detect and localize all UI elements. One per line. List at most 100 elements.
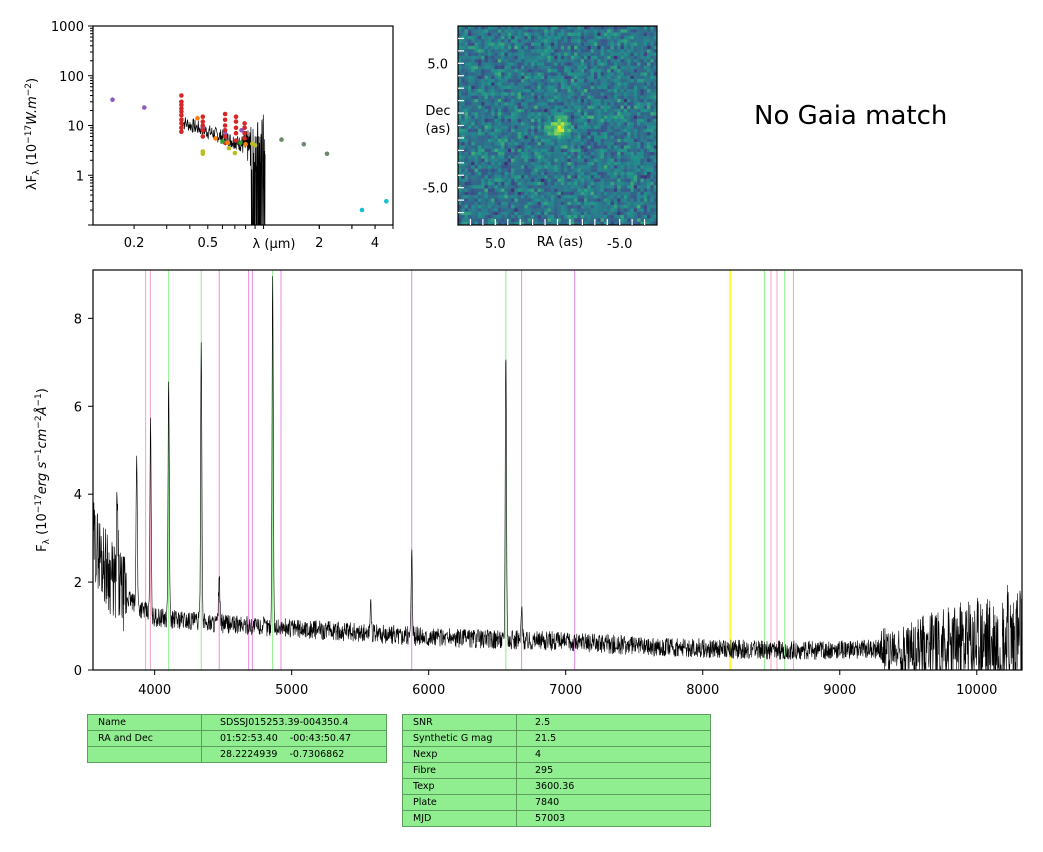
cutout-pixel (564, 72, 568, 77)
cutout-pixel (570, 135, 575, 140)
cutout-pixel (560, 155, 565, 159)
cutout-pixel (521, 108, 525, 113)
cutout-pixel (544, 72, 548, 77)
cutout-pixel (610, 158, 615, 163)
cutout-pixel (474, 195, 479, 199)
cutout-pixel (527, 135, 532, 140)
sed-photometry-point (226, 145, 232, 151)
cutout-pixel (487, 92, 492, 96)
cutout-pixel (557, 112, 562, 116)
cutout-pixel (501, 198, 505, 203)
cutout-pixel (534, 35, 538, 40)
cutout-pixel (560, 205, 565, 209)
cutout-pixel (580, 32, 585, 37)
cutout-pixel (474, 62, 479, 67)
cutout-pixel (467, 82, 472, 86)
cutout-pixel (603, 185, 608, 189)
cutout-pixel (550, 108, 555, 113)
cutout-pixel (580, 138, 585, 143)
cutout-pixel (514, 98, 518, 103)
cutout-pixel (627, 201, 631, 206)
cutout-pixel (464, 115, 469, 120)
cutout-pixel (540, 181, 545, 186)
cutout-pixel (574, 65, 578, 70)
cutout-pixel (550, 135, 555, 140)
cutout-pixel (630, 198, 635, 203)
cutout-pixel (557, 155, 562, 159)
cutout-pixel (620, 215, 625, 219)
cutout-pixel (497, 35, 502, 40)
cutout-pixel (494, 155, 499, 159)
cutout-pixel (617, 82, 621, 86)
cutout-pixel (630, 152, 635, 156)
cutout-pixel (524, 45, 528, 50)
cutout-pixel (597, 42, 601, 47)
cutout-pixel (574, 26, 578, 30)
cutout-pixel (633, 188, 638, 193)
cutout-pixel (577, 75, 582, 80)
cutout-pixel (501, 85, 505, 90)
cutout-pixel (574, 161, 578, 166)
cutout-pixel (580, 181, 585, 186)
cutout-pixel (633, 148, 638, 153)
cutout-pixel (620, 218, 625, 222)
cutout-axes: 5.0 -5.05.0-5.0 (423, 37, 646, 252)
cutout-pixel (627, 108, 631, 113)
cutout-pixel (610, 112, 615, 116)
cutout-pixel (491, 32, 495, 37)
cutout-pixel (517, 221, 522, 226)
cutout-pixel (491, 89, 495, 93)
cutout-pixel (570, 108, 575, 113)
cutout-pixel (481, 211, 485, 216)
cutout-pixel (467, 92, 472, 96)
cutout-pixel (501, 26, 505, 30)
cutout-pixel (623, 85, 628, 90)
cutout-pixel (484, 218, 489, 222)
cutout-pixel (514, 145, 518, 150)
cutout-pixel (540, 65, 545, 70)
cutout-pixel (564, 175, 568, 179)
cutout-pixel (567, 89, 572, 93)
cutout-pixel (554, 145, 558, 150)
cutout-pixel (613, 198, 618, 203)
cutout-pixel (540, 171, 545, 176)
cutout-pixel (491, 171, 495, 176)
cutout-pixel (501, 82, 505, 86)
cutout-pixel (623, 155, 628, 159)
cutout-pixel (471, 72, 475, 77)
cutout-pixel (537, 205, 542, 209)
cutout-pixel (570, 211, 575, 216)
cutout-pixel (474, 32, 479, 37)
cutout-pixel (574, 115, 578, 120)
cutout-pixel (534, 221, 538, 226)
cutout-pixel (547, 115, 552, 120)
cutout-pixel (580, 29, 585, 33)
cutout-pixel (491, 178, 495, 183)
cutout-pixel (620, 195, 625, 199)
cutout-pixel (544, 155, 548, 159)
cutout-pixel (603, 65, 608, 70)
cutout-pixel (580, 52, 585, 57)
cutout-pixel (524, 79, 528, 83)
cutout-pixel (567, 72, 572, 77)
cutout-pixel (554, 142, 558, 146)
cutout-pixel (617, 215, 621, 219)
cutout-pixel (630, 161, 635, 166)
cutout-pixel (590, 79, 595, 83)
cutout-pixel (554, 175, 558, 179)
cutout-pixel (521, 135, 525, 140)
cutout-pixel (607, 65, 611, 70)
cutout-pixel (481, 118, 485, 123)
cutout-pixel (550, 75, 555, 80)
cutout-pixel (650, 75, 654, 80)
cutout-pixel (587, 65, 591, 70)
cutout-pixel (653, 218, 658, 222)
cutout-pixel (474, 112, 479, 116)
cutout-pixel (547, 205, 552, 209)
cutout-pixel (530, 89, 535, 93)
cutout-pixel (627, 211, 631, 216)
cutout-pixel (650, 218, 654, 222)
cutout-pixel (484, 45, 489, 50)
cutout-pixel (603, 69, 608, 73)
cutout-pixel (464, 142, 469, 146)
